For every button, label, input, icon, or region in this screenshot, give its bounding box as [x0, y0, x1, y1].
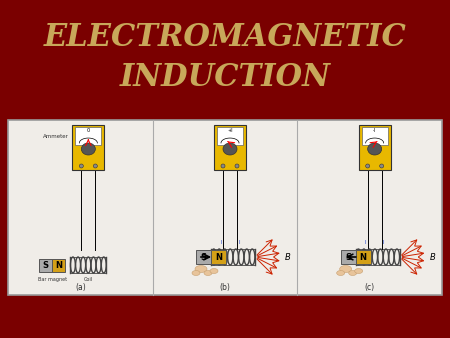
- Bar: [359, 125, 391, 170]
- Text: N: N: [215, 252, 222, 262]
- Ellipse shape: [366, 164, 369, 168]
- Text: (c): (c): [364, 283, 375, 292]
- Ellipse shape: [235, 164, 239, 168]
- Bar: [217, 127, 243, 145]
- Text: I: I: [383, 240, 384, 244]
- Ellipse shape: [81, 143, 95, 155]
- Text: S: S: [345, 252, 351, 262]
- Ellipse shape: [192, 270, 200, 275]
- Text: N: N: [360, 252, 367, 262]
- Ellipse shape: [340, 266, 351, 272]
- Text: B: B: [285, 252, 291, 262]
- Ellipse shape: [349, 270, 357, 275]
- Text: (b): (b): [220, 283, 230, 292]
- Text: 0: 0: [87, 128, 90, 133]
- Text: I: I: [220, 240, 222, 244]
- Bar: [211, 250, 226, 264]
- Bar: [341, 250, 356, 264]
- Ellipse shape: [79, 164, 83, 168]
- Text: I: I: [365, 240, 366, 244]
- Text: B: B: [430, 252, 436, 262]
- Bar: [72, 125, 104, 170]
- Bar: [196, 250, 211, 264]
- Text: S: S: [201, 252, 207, 262]
- Bar: [214, 125, 246, 170]
- Bar: [356, 250, 371, 264]
- Text: S: S: [43, 261, 49, 269]
- Ellipse shape: [93, 164, 97, 168]
- Ellipse shape: [380, 164, 384, 168]
- Text: N: N: [55, 261, 63, 269]
- Text: -I: -I: [373, 128, 376, 133]
- Bar: [75, 127, 101, 145]
- Ellipse shape: [337, 270, 345, 275]
- Ellipse shape: [195, 266, 207, 272]
- Ellipse shape: [223, 143, 237, 155]
- Text: I: I: [238, 240, 240, 244]
- Bar: [39, 259, 52, 271]
- Bar: [52, 259, 65, 271]
- Ellipse shape: [210, 268, 218, 273]
- Ellipse shape: [204, 270, 212, 275]
- Text: Ammeter: Ammeter: [42, 135, 68, 140]
- Ellipse shape: [368, 143, 382, 155]
- Text: Coil: Coil: [84, 277, 93, 282]
- Bar: [8, 120, 442, 295]
- Text: INDUCTION: INDUCTION: [120, 63, 330, 94]
- Ellipse shape: [221, 164, 225, 168]
- Bar: [362, 127, 387, 145]
- Ellipse shape: [355, 268, 363, 273]
- Text: ELECTROMAGNETIC: ELECTROMAGNETIC: [44, 23, 406, 53]
- Text: Bar magnet: Bar magnet: [38, 277, 67, 282]
- Text: (a): (a): [75, 283, 86, 292]
- Text: +I: +I: [227, 128, 233, 133]
